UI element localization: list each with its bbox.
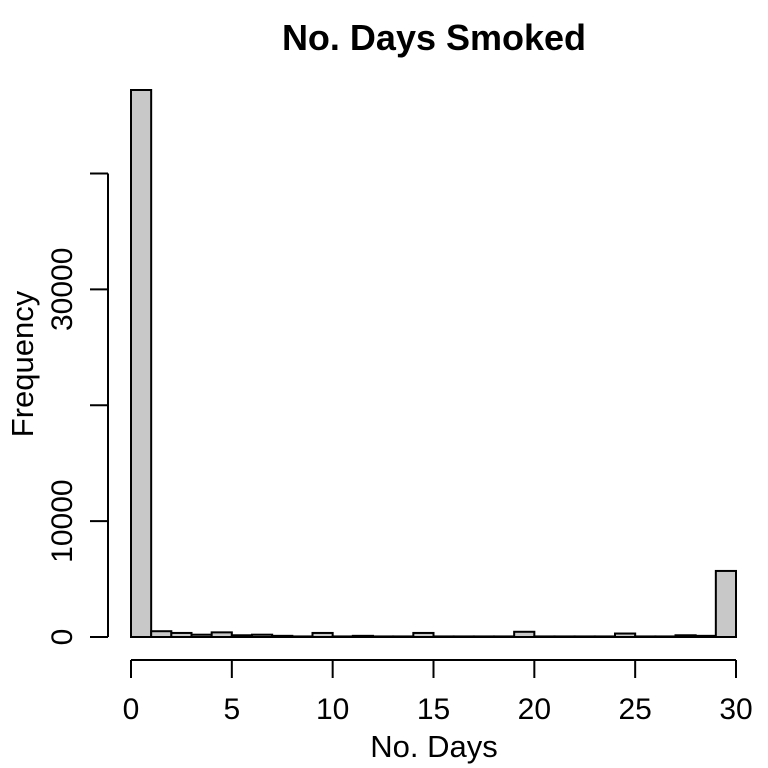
y-axis-label: Frequency	[5, 290, 40, 437]
chart-title: No. Days Smoked	[282, 17, 586, 58]
y-tick-label: 10000	[46, 479, 79, 562]
histogram-bar	[372, 635, 395, 638]
histogram-bar	[412, 631, 435, 638]
histogram-bar	[271, 634, 294, 639]
histogram-bar	[230, 634, 253, 639]
histogram-bar	[311, 631, 334, 638]
y-tick-label: 30000	[46, 248, 79, 331]
histogram-bar	[654, 635, 677, 638]
histogram-bar	[190, 633, 213, 638]
histogram-bar	[593, 635, 616, 638]
histogram-bar	[452, 635, 475, 638]
histogram-bar	[533, 635, 556, 638]
x-tick-label: 25	[618, 693, 651, 726]
x-tick-label: 20	[518, 693, 551, 726]
histogram-bar	[392, 635, 415, 638]
x-tick-label: 30	[719, 693, 752, 726]
histogram-bar	[493, 635, 516, 638]
histogram-bar	[351, 634, 375, 639]
histogram-bar	[210, 631, 233, 638]
histogram-bar	[674, 634, 697, 639]
bars-group	[130, 89, 737, 639]
x-axis: 0 5 10 15 20 25 30	[123, 659, 753, 726]
x-tick-label: 10	[316, 693, 349, 726]
histogram-bar	[714, 569, 737, 639]
histogram-bar	[331, 635, 354, 638]
x-tick-label: 0	[123, 693, 140, 726]
histogram-bar	[432, 635, 455, 638]
x-axis-label: No. Days	[370, 729, 497, 764]
histogram-bar	[291, 635, 314, 638]
histogram-bar	[251, 633, 274, 638]
y-tick-label: 0	[46, 629, 79, 646]
histogram-bar	[472, 635, 496, 638]
histogram-bar	[513, 630, 536, 639]
y-axis: 0 10000 30000	[46, 172, 109, 646]
x-tick-label: 15	[417, 693, 450, 726]
histogram-bar	[150, 630, 173, 638]
x-tick-label: 5	[223, 693, 240, 726]
histogram-bar	[634, 635, 657, 638]
histogram-bar	[694, 634, 717, 639]
histogram-bar	[130, 89, 153, 638]
histogram-bar	[553, 635, 576, 638]
histogram-bar	[573, 635, 596, 638]
histogram-bar	[614, 632, 637, 639]
histogram-bar	[170, 631, 193, 638]
